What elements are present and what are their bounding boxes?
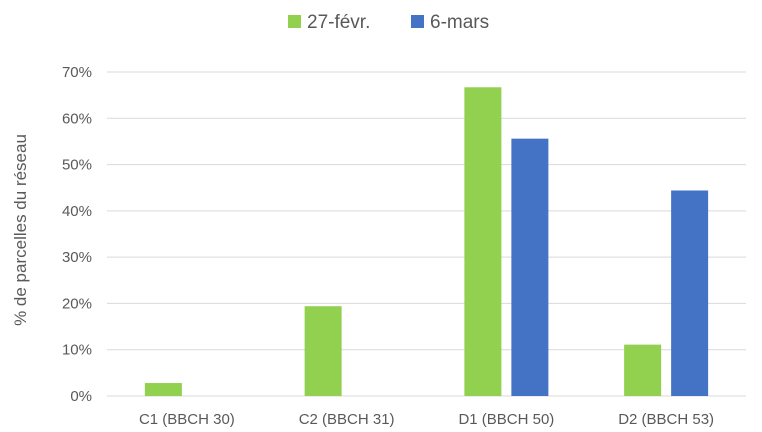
y-axis-ticks: 0% 10% 20% 30% 40% 50% 60% 70% xyxy=(62,64,92,405)
y-tick-label: 40% xyxy=(62,203,92,220)
bar-series1-3 xyxy=(464,87,502,396)
y-tick-label: 10% xyxy=(62,342,92,359)
x-category-label: D2 (BBCH 53) xyxy=(618,411,714,428)
y-tick-label: 0% xyxy=(70,388,92,405)
legend-label-1: 27-févr. xyxy=(307,12,370,33)
y-tick-label: 30% xyxy=(62,249,92,266)
x-axis-categories: C1 (BBCH 30) C2 (BBCH 31) D1 (BBCH 50) D2 (… xyxy=(139,411,714,428)
x-category-label: C2 (BBCH 31) xyxy=(299,411,395,428)
y-tick-label: 50% xyxy=(62,157,92,174)
legend-label-2: 6-mars xyxy=(430,12,489,33)
bar-series2-3 xyxy=(511,138,549,396)
y-tick-label: 70% xyxy=(62,64,92,81)
bar-series2-4 xyxy=(671,190,709,396)
legend-swatch-1 xyxy=(288,15,301,28)
y-tick-label: 60% xyxy=(62,110,92,127)
y-tick-label: 20% xyxy=(62,295,92,312)
bar-series1-1 xyxy=(144,383,182,396)
y-axis-title: % de parcelles du réseau xyxy=(11,134,30,326)
bar-series1-2 xyxy=(304,306,342,396)
gridlines xyxy=(107,71,746,397)
x-category-label: C1 (BBCH 30) xyxy=(139,411,235,428)
legend: 27-févr. 6-mars xyxy=(288,12,489,33)
bars xyxy=(144,87,709,396)
x-category-label: D1 (BBCH 50) xyxy=(458,411,554,428)
bar-series1-4 xyxy=(624,344,662,396)
legend-swatch-2 xyxy=(411,15,424,28)
